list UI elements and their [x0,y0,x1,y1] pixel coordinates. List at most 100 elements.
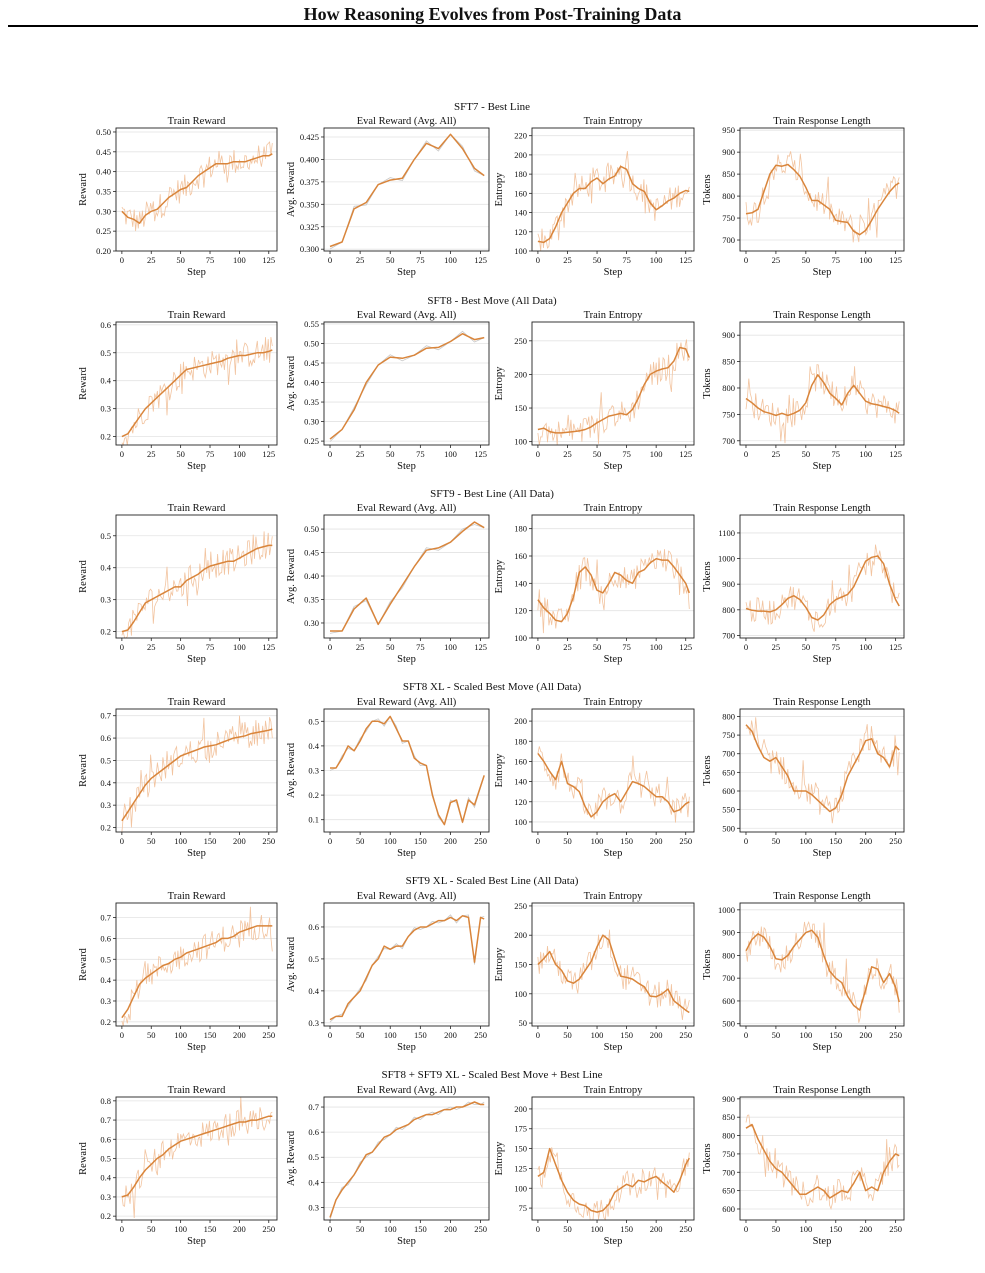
chart-panel: 100 120 140 160 180 0 25 50 75 100 125 Train Entrop… [494,503,695,665]
y-tick-label: 220 [514,131,527,141]
x-tick-label: 250 [889,836,902,846]
chart-row-2: SFT8 - Best Move (All Data)0.20.30.40.50… [78,295,905,472]
y-tick-label: 800 [722,711,735,721]
x-tick-label: 50 [593,255,602,265]
x-tick-label: 125 [474,255,487,265]
x-tick-label: 50 [176,255,185,265]
plot-frame [739,321,905,446]
plot-frame [115,127,278,252]
panel-title: Train Reward [168,310,226,321]
y-tick-label: 0.8 [100,1096,111,1106]
x-axis-label: Step [604,267,623,278]
y-tick-label: 0.5 [100,531,111,541]
x-tick-label: 100 [650,642,663,652]
x-tick-label: 200 [233,1030,246,1040]
smoothed-series-line [537,557,691,623]
x-tick-label: 150 [829,836,842,846]
x-tick-label: 200 [444,1224,457,1234]
row-title: SFT9 XL - Scaled Best Line (All Data) [406,875,579,887]
x-tick-label: 0 [120,642,124,652]
x-tick-label: 250 [889,1224,902,1234]
x-tick-label: 100 [233,255,246,265]
y-tick-label: 0.4 [308,1177,319,1187]
row-title: SFT9 - Best Line (All Data) [430,488,554,500]
x-tick-label: 100 [384,836,397,846]
x-tick-label: 0 [536,449,540,459]
panel-title: Train Entropy [584,116,644,127]
x-tick-label: 100 [591,836,604,846]
y-axis-label: Reward [78,1141,89,1174]
chart-panel: 500 600 700 800 900 1000 0 50 100 150 200 250 Train … [702,891,905,1053]
plot-frame [323,321,490,446]
x-tick-label: 0 [120,1224,124,1234]
x-tick-label: 100 [799,1030,812,1040]
y-tick-label: 0.5 [308,1152,319,1162]
y-tick-label: 800 [722,950,735,960]
panel-title: Eval Reward (Avg. All) [357,697,457,708]
x-tick-label: 100 [174,1030,187,1040]
y-tick-label: 250 [514,336,527,346]
y-tick-label: 850 [722,357,735,367]
y-tick-label: 0.7 [100,711,111,721]
x-tick-label: 0 [744,449,748,459]
y-tick-label: 0.6 [100,733,111,743]
plot-frame [531,1096,695,1221]
plot-frame [115,902,278,1027]
x-axis-label: Step [187,267,206,278]
y-tick-label: 1100 [718,528,735,538]
y-tick-label: 900 [722,579,735,589]
panel-title: Train Reward [168,891,226,902]
y-tick-label: 800 [722,605,735,615]
chart-panel: 0.25 0.30 0.35 0.40 0.45 0.50 0.55 0 25 50 75 100 12… [286,310,490,472]
smoothed-series-line [329,332,485,440]
x-tick-label: 25 [147,255,156,265]
raw-series-line [745,1114,900,1211]
chart-panel: 75 100 125 150 175 200 0 50 100 150 200 250 Train En… [494,1085,695,1247]
x-tick-label: 125 [889,642,902,652]
x-tick-label: 25 [563,255,572,265]
x-axis-label: Step [397,1236,416,1247]
y-tick-label: 180 [514,736,527,746]
y-tick-label: 0.5 [308,954,319,964]
x-tick-label: 75 [416,255,425,265]
x-tick-label: 125 [474,642,487,652]
y-tick-label: 0.40 [304,378,319,388]
x-tick-label: 50 [802,255,811,265]
smoothed-series-line [745,1123,900,1199]
x-tick-label: 200 [444,1030,457,1040]
x-axis-label: Step [397,1042,416,1053]
x-axis-label: Step [813,1236,832,1247]
x-tick-label: 100 [233,642,246,652]
x-tick-label: 50 [593,642,602,652]
y-tick-label: 0.3 [100,996,111,1006]
raw-series-line [121,531,273,639]
y-tick-label: 200 [514,930,527,940]
y-tick-label: 0.30 [304,417,319,427]
x-tick-label: 0 [744,1224,748,1234]
y-tick-label: 0.55 [304,319,319,329]
raw-series-line [537,1147,690,1221]
panel-title: Train Reward [168,1085,226,1096]
panel-title: Train Entropy [584,891,644,902]
y-tick-label: 100 [514,633,527,643]
raw-series-line [329,133,485,250]
y-axis-label: Entropy [494,366,505,401]
smoothed-series-line [330,521,485,632]
smoothed-series-line [121,349,273,438]
y-tick-label: 0.40 [304,571,319,581]
x-tick-label: 100 [650,449,663,459]
y-tick-label: 600 [722,996,735,1006]
y-tick-label: 0.3 [100,595,111,605]
panel-title: Train Entropy [584,310,644,321]
x-tick-label: 25 [772,642,781,652]
chart-panel: 0.2 0.3 0.4 0.5 0.6 0 25 50 75 100 125 Train Reward… [78,310,278,472]
panel-title: Train Response Length [773,1085,871,1096]
y-tick-label: 0.5 [100,1154,111,1164]
chart-panel: 0.30 0.35 0.40 0.45 0.50 0 25 50 75 100 125 Eval Re… [286,503,490,665]
smoothed-series-line [537,346,690,434]
x-axis-label: Step [604,1042,623,1053]
y-tick-label: 0.2 [100,823,111,833]
y-tick-label: 0.45 [304,358,319,368]
x-axis-label: Step [397,461,416,472]
